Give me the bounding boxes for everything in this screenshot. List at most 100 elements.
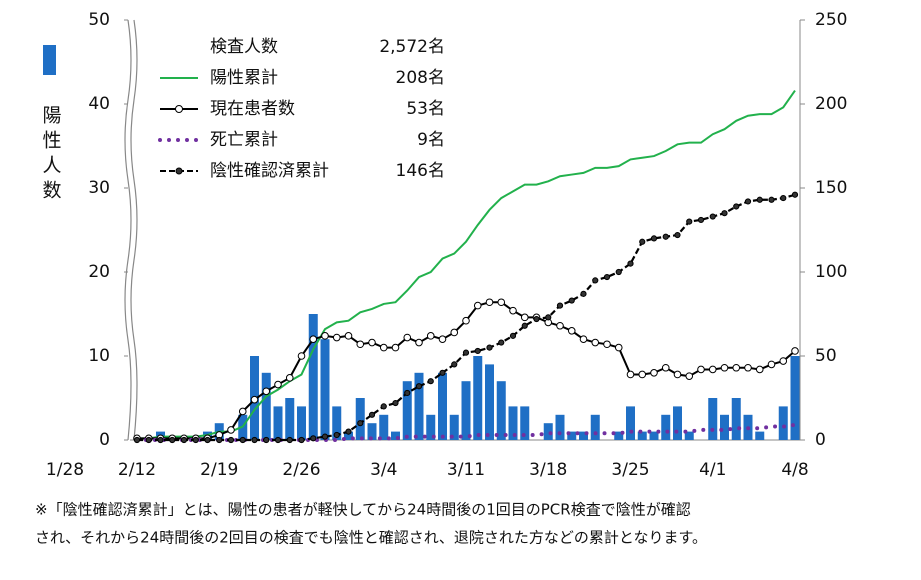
- bar: [520, 406, 530, 440]
- bar: [496, 381, 506, 440]
- bar-legend-swatch: [43, 45, 56, 75]
- y2-tick-label: 250: [815, 10, 847, 30]
- series-marker: [379, 343, 388, 352]
- y2-tick-label: 200: [815, 94, 847, 114]
- y2-tick-label: 150: [815, 178, 847, 198]
- series-marker: [780, 194, 787, 202]
- series-marker: [297, 352, 306, 360]
- footnote: され、それから24時間後の2回目の検査でも陰性と確認され、退院された方などの累計…: [35, 529, 707, 547]
- series-marker: [274, 436, 282, 444]
- bar: [367, 423, 377, 440]
- legend-label: 陽性累計: [210, 68, 278, 88]
- series-marker: [533, 315, 540, 323]
- bar: [684, 431, 694, 440]
- series-marker: [169, 436, 176, 444]
- series-marker: [333, 431, 340, 439]
- x-tick-label: 3/4: [370, 460, 397, 480]
- bar: [285, 398, 295, 440]
- series-marker: [615, 268, 622, 276]
- series-marker: [755, 365, 764, 374]
- series-marker: [451, 361, 458, 368]
- y-tick-label: 20: [88, 262, 110, 282]
- y-tick-label: 50: [88, 10, 110, 30]
- series-marker: [392, 399, 399, 407]
- series-marker: [720, 363, 729, 372]
- series-marker: [415, 383, 423, 390]
- series-marker: [733, 203, 740, 210]
- y-tick-label: 30: [88, 178, 110, 198]
- series-marker: [332, 333, 341, 342]
- legend-label: 死亡累計: [210, 130, 278, 150]
- series-marker: [638, 370, 647, 379]
- series-marker: [157, 436, 164, 444]
- bar: [673, 406, 682, 440]
- x-tick-label: 3/18: [529, 460, 567, 480]
- y2-tick-label: 100: [815, 262, 847, 282]
- bar: [543, 423, 553, 440]
- axis-break: [130, 19, 138, 441]
- series-marker: [708, 365, 717, 374]
- bar: [355, 398, 365, 440]
- series-marker: [697, 365, 705, 374]
- series-marker: [345, 428, 352, 435]
- series-marker: [274, 380, 282, 389]
- series-marker: [498, 339, 505, 346]
- series-marker: [450, 328, 459, 337]
- series-marker: [251, 436, 258, 444]
- x-tick-label: 4/8: [781, 460, 808, 480]
- bar: [614, 431, 624, 440]
- series-marker: [686, 218, 693, 225]
- series-marker: [380, 403, 387, 410]
- bar: [555, 414, 565, 440]
- series-marker: [556, 321, 564, 330]
- series-marker: [321, 332, 329, 340]
- series-marker: [227, 436, 235, 444]
- series-marker: [674, 231, 681, 239]
- series-marker: [521, 322, 528, 329]
- series-marker: [344, 332, 353, 340]
- series-marker: [426, 332, 435, 340]
- bar: [426, 414, 436, 440]
- series-marker: [568, 297, 575, 304]
- y-tick-label: 0: [99, 430, 110, 450]
- y2-tick-label: 0: [815, 430, 826, 450]
- series-marker: [673, 370, 682, 379]
- bar: [579, 431, 588, 440]
- bar: [755, 431, 765, 440]
- series-marker: [509, 332, 517, 339]
- bar: [708, 398, 718, 440]
- series-marker: [310, 435, 317, 442]
- legend-swatch: [175, 167, 183, 175]
- x-tick-label: 4/1: [699, 460, 726, 480]
- x-tick-label: 2/19: [200, 460, 238, 480]
- y-tick-label: 40: [88, 94, 110, 114]
- legend-label: 現在患者数: [210, 99, 295, 119]
- series-marker: [239, 436, 246, 444]
- bar: [297, 406, 306, 440]
- x-tick-label: 3/25: [611, 460, 649, 480]
- bar: [590, 414, 600, 440]
- series-marker: [474, 347, 481, 355]
- series-marker: [685, 372, 694, 380]
- series-marker: [133, 436, 141, 444]
- bar: [438, 372, 447, 440]
- series-marker: [709, 213, 716, 220]
- legend-swatch: [175, 105, 183, 113]
- series-marker: [403, 333, 412, 342]
- series-marker: [592, 277, 599, 284]
- series-marker: [485, 298, 494, 307]
- bar: [567, 431, 577, 440]
- series-marker: [204, 436, 211, 444]
- legend-value: 9名: [417, 130, 445, 150]
- series-marker: [650, 235, 658, 242]
- series-marker: [438, 335, 447, 344]
- series-marker: [779, 357, 788, 365]
- series-marker: [356, 340, 365, 349]
- x-tick-label: 3/11: [447, 460, 485, 480]
- series-marker: [250, 395, 259, 404]
- bar: [261, 372, 271, 440]
- x-tick-label: 2/26: [282, 460, 320, 480]
- x-break-label: 1/28: [46, 460, 84, 480]
- series-marker: [497, 298, 506, 307]
